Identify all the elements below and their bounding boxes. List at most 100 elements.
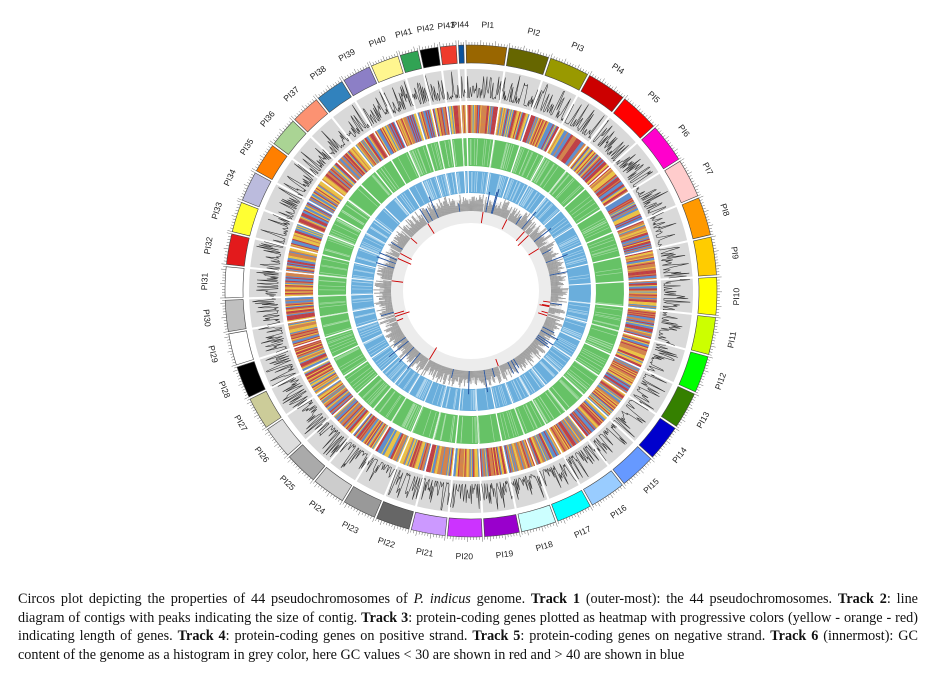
heatmap-cell (297, 224, 324, 235)
heatmap-cell (623, 242, 651, 252)
heatmap-cell (433, 108, 441, 137)
gc-bar (523, 221, 533, 232)
gene-streak (389, 362, 404, 378)
gene-streak (439, 414, 446, 440)
gene-streak (596, 302, 623, 306)
heatmap-cell (628, 275, 657, 279)
gene-streak (324, 249, 350, 258)
gene-streak (588, 337, 613, 348)
tick-mark (391, 54, 393, 58)
gene-streak (529, 156, 543, 180)
tick-mark (332, 83, 335, 87)
heatmap-cell (576, 152, 596, 174)
gene-streak (370, 227, 388, 239)
heatmap-cell (463, 105, 466, 134)
heatmap-cell (613, 358, 639, 372)
gene-streak (476, 416, 479, 443)
tick-mark (255, 166, 258, 169)
heatmap-cell (619, 226, 646, 238)
gene-streak (587, 339, 612, 350)
gc-bar (510, 215, 515, 222)
gene-streak (453, 139, 457, 166)
tick-mark (385, 56, 388, 60)
heatmap-cell (420, 111, 430, 139)
heatmap-cell (536, 434, 550, 461)
heatmap-cell (574, 409, 594, 432)
gene-streak (533, 198, 547, 215)
gc-bar (547, 261, 564, 268)
heatmap-cell (358, 141, 377, 165)
heatmap-cell (286, 266, 315, 272)
gene-streak (549, 172, 567, 193)
heatmap-cell (627, 268, 656, 274)
tick-mark (707, 222, 711, 224)
tick-mark (314, 94, 319, 99)
heatmap-cell (490, 106, 495, 135)
tick-mark (681, 161, 685, 164)
heatmap-cell (486, 448, 491, 477)
heatmap-cell (621, 336, 649, 347)
gene-streak (540, 163, 555, 186)
heatmap-cell (285, 280, 314, 284)
heatmap-cell (382, 126, 397, 152)
gene-streak (336, 219, 360, 233)
heatmap-cell (520, 440, 531, 468)
tick-mark (249, 176, 253, 179)
gene-streak (561, 329, 581, 339)
chromosome-label-pi5: PI5 (646, 89, 662, 105)
gc-bar (549, 275, 561, 279)
gc-bar (438, 198, 445, 216)
gc-bar (477, 194, 481, 212)
gene-streak (544, 357, 560, 371)
tick-mark (388, 523, 391, 527)
gene-streak (561, 185, 581, 204)
heatmap-cell (628, 276, 657, 280)
heatmap-cell (366, 136, 384, 161)
gc-bar (519, 354, 528, 366)
heatmap-cell (455, 105, 459, 134)
heatmap-cell (288, 252, 317, 259)
gene-streak (537, 397, 552, 421)
gene-streak (566, 258, 586, 265)
tick-mark (259, 158, 263, 161)
gene-streak (327, 333, 353, 343)
tick-mark (524, 531, 526, 535)
heatmap-cell (395, 120, 408, 147)
gene-streak (385, 359, 400, 374)
heatmap-cell (610, 204, 637, 219)
heatmap-cell (482, 105, 487, 134)
contig-line (256, 270, 279, 297)
tick-mark (277, 445, 281, 449)
gc-bar (489, 204, 492, 214)
heatmap-cell (386, 431, 401, 458)
heatmap-cell (564, 141, 583, 165)
heatmap-cell (401, 437, 414, 465)
gc-bar (515, 215, 522, 225)
tick-mark (660, 132, 664, 135)
gc-bar (465, 370, 467, 381)
contig-line (278, 187, 302, 220)
gc-bar (543, 324, 555, 331)
heatmap-cell (540, 432, 555, 458)
heatmap-cell (560, 137, 577, 162)
contig-track-bg (644, 341, 685, 383)
tick-mark (253, 414, 259, 418)
gene-streak (327, 239, 353, 250)
tick-mark (715, 317, 721, 319)
heatmap-cell (380, 127, 396, 153)
gene-streak (349, 199, 371, 216)
gene-streak (519, 376, 531, 395)
gene-streak (513, 380, 523, 399)
heatmap-cell (593, 389, 617, 409)
heatmap-cell (596, 386, 620, 404)
heatmap-cell (303, 209, 330, 223)
positive-strand-block (575, 343, 610, 376)
tick-mark (250, 170, 256, 174)
heatmap-cell (627, 308, 656, 313)
chromosome-pi14 (638, 417, 676, 458)
gc-bar (543, 252, 557, 259)
heatmap-cell (612, 360, 638, 374)
gene-streak (546, 354, 563, 368)
chromosome-label-pi17: PI17 (572, 523, 592, 540)
heatmap-cell (592, 171, 615, 191)
